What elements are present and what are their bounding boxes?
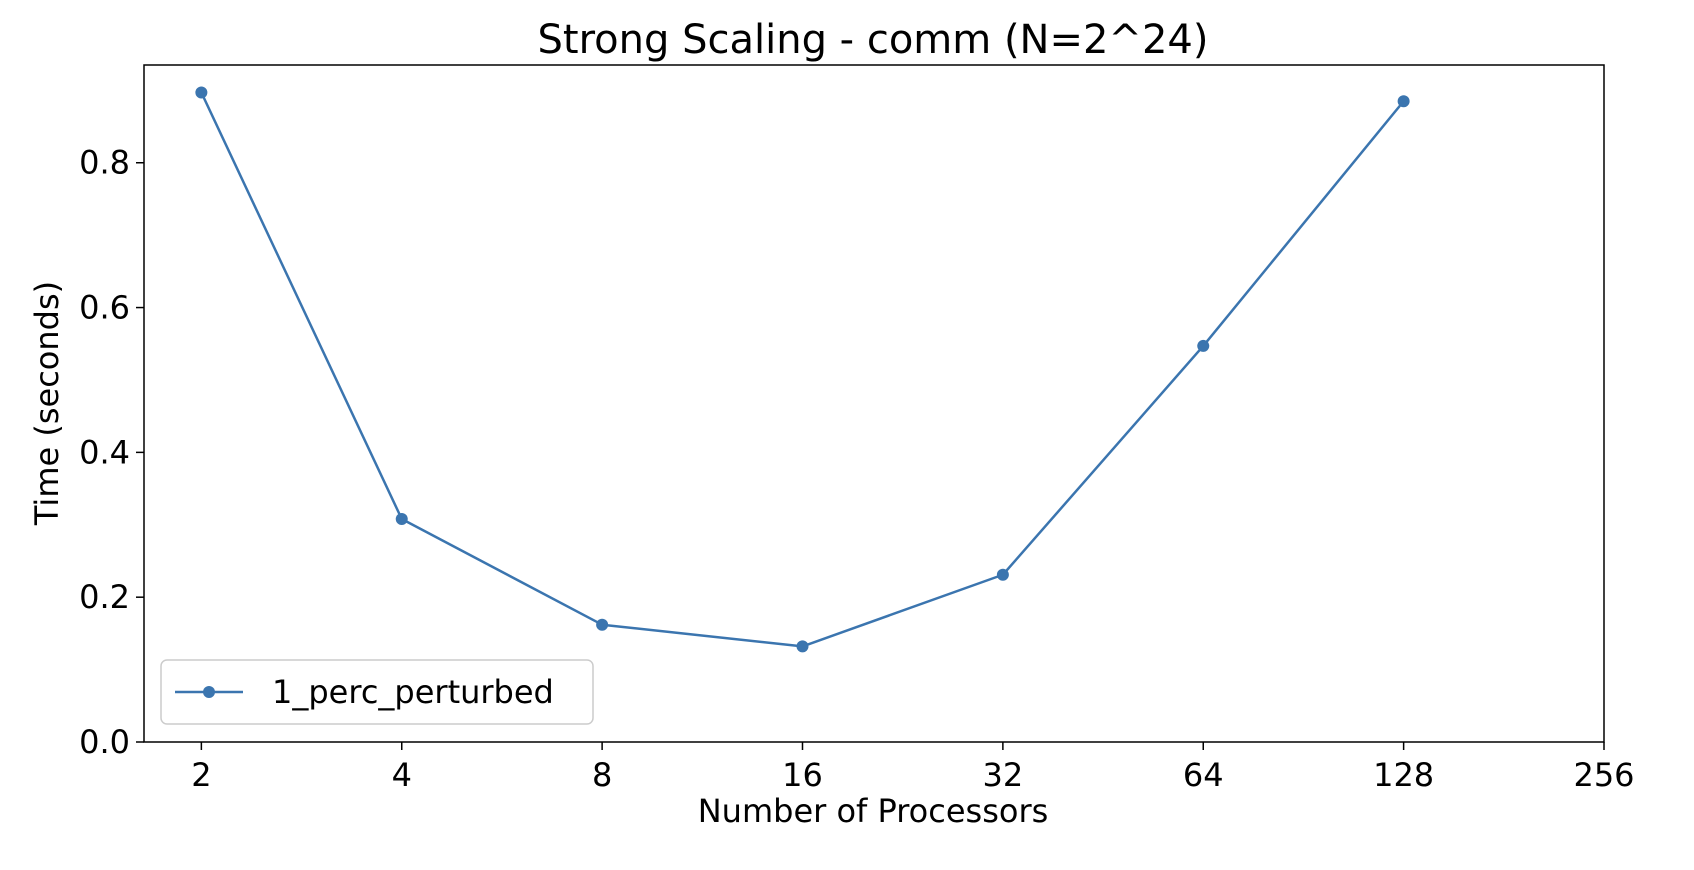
- data-point: [996, 568, 1009, 581]
- x-axis: 2 4 8 16 32 64 128 256: [191, 742, 1635, 794]
- data-point: [1397, 95, 1410, 108]
- x-tick-label: 2: [191, 756, 211, 794]
- x-axis-label: Number of Processors: [698, 792, 1049, 830]
- legend: 1_perc_perturbed: [160, 659, 594, 725]
- legend-marker-swatch: [203, 686, 215, 698]
- y-tick-label: 0.2: [79, 578, 130, 616]
- y-axis: 0.0 0.2 0.4 0.6 0.8: [79, 144, 144, 761]
- x-tick-label: 256: [1573, 756, 1634, 794]
- chart-title: Strong Scaling - comm (N=2^24): [538, 17, 1209, 63]
- plot-area: 0.0 0.2 0.4 0.6 0.8 2 4 8 16 32 64 128 256: [79, 64, 1635, 794]
- legend-box: [160, 659, 594, 725]
- y-tick-label: 0.4: [79, 433, 130, 471]
- data-point: [1197, 339, 1210, 352]
- y-axis-label: Time (seconds): [28, 281, 66, 526]
- x-tick-label: 16: [782, 756, 823, 794]
- data-point: [596, 618, 609, 631]
- series-layer: [195, 86, 1410, 653]
- x-tick-label: 4: [392, 756, 412, 794]
- data-point: [796, 640, 809, 653]
- data-point: [195, 86, 208, 99]
- plot-frame: [143, 64, 1605, 743]
- x-tick-label: 32: [983, 756, 1024, 794]
- x-tick-label: 128: [1373, 756, 1434, 794]
- x-tick-label: 64: [1183, 756, 1224, 794]
- data-point: [395, 512, 408, 525]
- y-tick-label: 0.6: [79, 289, 130, 327]
- x-tick-label: 8: [592, 756, 612, 794]
- y-tick-label: 0.0: [79, 723, 130, 761]
- legend-label: 1_perc_perturbed: [272, 673, 554, 711]
- y-tick-label: 0.8: [79, 144, 130, 182]
